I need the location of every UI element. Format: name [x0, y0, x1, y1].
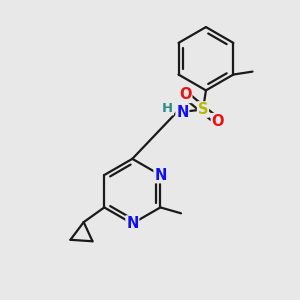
Text: S: S	[198, 102, 208, 117]
Text: O: O	[212, 114, 224, 129]
Text: O: O	[179, 87, 192, 102]
Text: N: N	[126, 216, 139, 231]
Text: N: N	[154, 167, 167, 182]
Text: N: N	[176, 105, 189, 120]
Text: H: H	[162, 101, 173, 115]
